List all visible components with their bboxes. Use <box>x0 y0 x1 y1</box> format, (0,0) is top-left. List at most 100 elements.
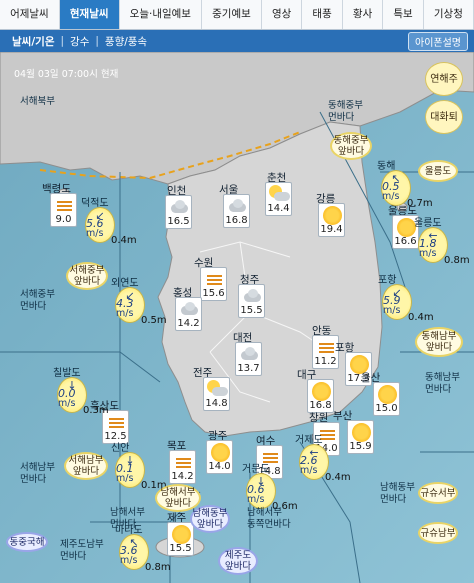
wind-direction-arrow-icon: ← <box>309 446 319 459</box>
buoy-name: 마라도 <box>115 525 143 536</box>
wind-wave-buoy[interactable]: ↖ <box>381 170 411 206</box>
wind-wave-buoy[interactable]: ↓ <box>246 473 276 509</box>
city-weather-card[interactable]: 16.5 <box>165 195 192 229</box>
city-weather-card[interactable]: 14.4 <box>265 182 292 216</box>
tab-6[interactable]: 황사 <box>342 0 384 29</box>
sea-zone-bubble[interactable]: 서해남부 앞바다 <box>64 452 108 480</box>
subnav-wind[interactable]: 풍향/풍속 <box>104 35 148 48</box>
sea-zone-bubble[interactable]: 제주도 앞바다 <box>218 547 258 575</box>
city-weather-card[interactable]: 19.4 <box>318 203 345 237</box>
city-temperature: 14.4 <box>267 203 290 214</box>
sea-zone-bubble[interactable]: 남해서부 앞바다 <box>155 484 201 512</box>
city-weather-card[interactable]: 15.0 <box>373 382 400 416</box>
city-name: 대전 <box>233 332 253 344</box>
wind-speed: 4.3 m/s <box>116 298 134 319</box>
city-weather-card[interactable]: 16.8 <box>307 379 334 413</box>
city-weather-card[interactable]: 15.6 <box>200 267 227 301</box>
wind-direction-arrow-icon: ↙ <box>95 209 105 222</box>
sub-navigation: 날씨/기온 | 강수 | 풍향/풍속 아이폰설명 <box>0 30 474 52</box>
city-weather-card[interactable]: 14.2 <box>175 297 202 331</box>
subnav-weather-temp[interactable]: 날씨/기온 <box>12 35 55 48</box>
wind-wave-buoy[interactable]: ↙ <box>382 284 412 320</box>
tab-5[interactable]: 태풍 <box>302 0 343 29</box>
city-weather-card[interactable]: 9.0 <box>50 193 77 227</box>
sea-zone-bubble[interactable]: 남해동부 앞바다 <box>190 505 230 533</box>
sea-region-label: 서해남부 먼바다 <box>20 462 55 485</box>
sea-zone-bubble[interactable]: 동중국해 <box>6 532 48 552</box>
city-name: 춘천 <box>267 172 287 184</box>
wind-speed-unit: m/s <box>58 398 76 409</box>
city-name: 여수 <box>256 435 276 447</box>
city-weather-card[interactable]: 15.5 <box>238 284 265 318</box>
city-weather-card[interactable]: 14.8 <box>203 377 230 411</box>
wind-wave-buoy[interactable]: ↖ <box>119 534 149 570</box>
city-temperature: 14.2 <box>177 318 200 329</box>
city-name: 강릉 <box>316 193 336 205</box>
city-weather-card[interactable]: 12.5 <box>102 410 129 444</box>
city-weather-card[interactable]: 14.0 <box>206 440 233 474</box>
wind-speed: 0.1 m/s <box>116 463 134 484</box>
city-weather-card[interactable]: 14.2 <box>169 450 196 484</box>
iphone-guide-button[interactable]: 아이폰설명 <box>408 31 468 51</box>
wind-speed: 1.8 m/s <box>419 238 437 259</box>
city-name: 홍성 <box>173 287 193 299</box>
buoy-name: 칠발도 <box>53 368 81 379</box>
haze-icon <box>109 418 124 428</box>
wind-speed: 5.9 m/s <box>383 295 401 316</box>
wind-wave-buoy[interactable]: ↙ <box>85 207 115 243</box>
sea-region-label: 동해남부 먼바다 <box>425 372 460 395</box>
tab-3[interactable]: 중기예보 <box>202 0 262 29</box>
partly-cloudy-icon <box>207 380 228 398</box>
wind-speed-unit: m/s <box>300 465 318 476</box>
wind-direction-arrow-icon: ↖ <box>129 536 139 549</box>
strait-button[interactable]: 대화퇴 <box>425 100 463 134</box>
sea-zone-bubble[interactable]: 동해남부 앞바다 <box>415 327 463 357</box>
buoy-name: 거문도 <box>242 464 270 475</box>
tab-2[interactable]: 오늘·내일예보 <box>119 0 203 29</box>
wind-wave-buoy[interactable]: ↓ <box>115 452 145 488</box>
sunny-icon <box>350 355 369 374</box>
wind-wave-buoy[interactable]: ← <box>299 444 329 480</box>
city-name: 창원 <box>309 412 329 424</box>
city-name: 대구 <box>297 369 317 381</box>
cloudy-icon <box>227 199 248 213</box>
city-name: 목포 <box>167 440 187 452</box>
wind-speed: 0.6 m/s <box>247 484 265 505</box>
city-weather-card[interactable]: 13.7 <box>235 342 262 376</box>
weather-map: 백령도 9.0 인천 16.5 서울 16.8 춘천 14.4 강릉 19.4 수원 15.6 청주 15… <box>0 52 474 583</box>
city-weather-card[interactable]: 11.2 <box>312 335 339 369</box>
wind-wave-buoy[interactable]: ↙ <box>115 287 145 323</box>
wind-speed: 3.6 m/s <box>120 545 138 566</box>
wind-direction-arrow-icon: ↓ <box>125 454 135 467</box>
sea-zone-bubble[interactable]: 동해중부 앞바다 <box>330 132 372 160</box>
city-weather-card[interactable]: 15.5 <box>167 522 194 556</box>
wind-wave-buoy[interactable]: ← <box>418 227 448 263</box>
tab-0[interactable]: 어제날씨 <box>0 0 60 29</box>
sea-zone-bubble[interactable]: 울릉도 <box>418 160 458 182</box>
sea-region-label: 서해북부 <box>20 96 55 107</box>
city-weather-card[interactable]: 15.9 <box>347 420 374 454</box>
subnav-precipitation[interactable]: 강수 <box>70 35 90 48</box>
tab-7[interactable]: 특보 <box>383 0 424 29</box>
city-weather-card[interactable]: 16.8 <box>223 194 250 228</box>
wind-speed-value: 0.0 <box>58 387 76 400</box>
sea-zone-bubble[interactable]: 규슈남부 <box>418 522 458 544</box>
city-weather-card[interactable]: 14.8 <box>256 445 283 479</box>
city-weather-card[interactable]: 16.6 <box>392 215 419 249</box>
wind-speed: 2.6 m/s <box>300 455 318 476</box>
city-temperature: 14.0 <box>208 461 231 472</box>
tab-8[interactable]: 기상청 <box>423 0 474 29</box>
maritime-zoom-button[interactable]: 연해주 <box>425 62 463 96</box>
sea-zone-bubble[interactable]: 서해중부 앞바다 <box>66 262 108 290</box>
haze-icon <box>320 430 335 440</box>
wind-speed: 0.5 m/s <box>382 181 400 202</box>
sea-zone-bubble[interactable]: 규슈서부 <box>418 482 458 504</box>
tab-1[interactable]: 현재날씨 <box>59 0 120 29</box>
wave-height: 0.8m <box>444 255 470 266</box>
city-weather-card[interactable]: 14.0 <box>313 422 340 456</box>
city-weather-card[interactable]: 17.3 <box>345 352 372 386</box>
observation-time: 04월 03일 07:00시 현재 <box>14 69 119 80</box>
wind-wave-buoy[interactable]: ↓ <box>57 377 87 413</box>
city-temperature: 14.2 <box>171 471 194 482</box>
tab-4[interactable]: 영상 <box>261 0 303 29</box>
